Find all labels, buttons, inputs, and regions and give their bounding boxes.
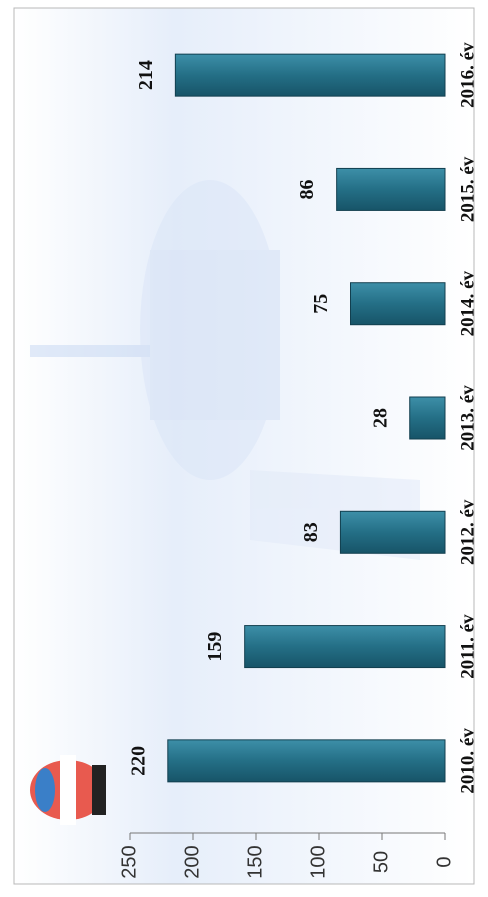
y-tick-label: 100 [307,845,329,878]
x-tick-label: 2013. év [457,385,478,451]
y-tick-label: 50 [370,851,392,873]
y-tick-label: 150 [244,845,266,878]
x-tick-label: 2014. év [457,270,478,336]
bar [174,53,446,97]
bar [336,167,446,211]
x-tick-label: 2015. év [457,156,478,222]
background-building [30,180,420,560]
value-label: 83 [300,522,322,542]
x-tick-label: 2016. év [457,42,478,108]
y-tick-label: 0 [433,856,455,867]
x-tick-label: 2012. év [457,499,478,565]
x-tick-label: 2010. év [457,728,478,794]
value-label: 214 [135,60,157,90]
logo [30,755,106,825]
value-label: 86 [296,179,318,199]
value-label: 220 [127,746,149,776]
bar [167,739,446,783]
value-label: 28 [369,408,391,428]
value-label: 159 [204,632,226,662]
bar [244,625,446,669]
value-label: 75 [310,294,332,314]
bar [409,396,446,440]
bar [339,510,446,554]
bar [350,282,446,326]
y-tick-label: 250 [118,845,140,878]
x-tick-label: 2011. év [457,614,478,679]
y-tick-label: 200 [181,845,203,878]
